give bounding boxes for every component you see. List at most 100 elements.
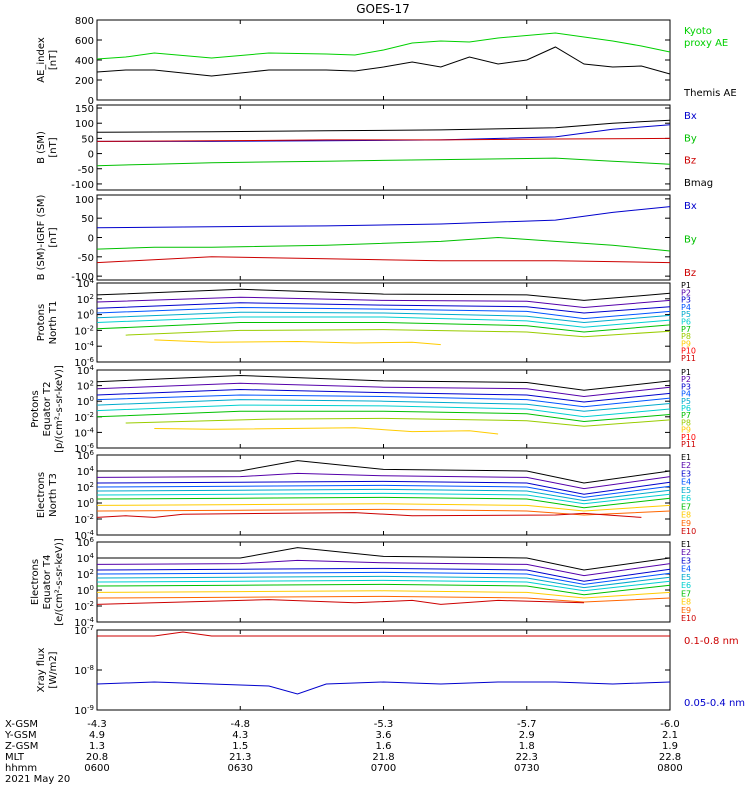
y-axis-label-line: Protons [36,304,47,341]
y-axis-label-line: [e/(cm²-s-sr-keV)] [54,538,65,626]
panel-8: 10-9 10-8 10-7 Xray flux [W/m2] 0.1-0.8 nm 0.0… [36,624,745,717]
x-axis-value: 0700 [371,763,396,774]
legend-P3: P3 [681,296,691,305]
legend-P11: P11 [681,354,696,363]
series-line-Bmag [96,119,671,133]
legend-P7: P7 [681,325,691,334]
series-line-E6 [96,579,671,592]
series-line-P4 [96,306,671,320]
y-tick-label: 10-2 [74,600,94,613]
legend-E9: E9 [681,606,691,615]
series-line-Bx [96,206,671,229]
series-line-P9 [154,427,499,435]
x-axis-value: -6.0 [660,719,680,730]
series-line-E4 [96,571,671,585]
y-tick-label: 10-2 [74,324,94,337]
series-line-E3 [96,567,671,582]
series-line-E10 [96,599,585,605]
series-line-E8 [96,503,671,512]
y-axis-label-line: Electrons [36,472,47,518]
y-axis-label-line: [p/(cm²-s-sr-keV)] [54,365,65,453]
legend-P10: P10 [681,347,696,356]
y-axis-label-line: Electrons [30,559,41,605]
series-line-P9 [154,339,441,346]
legend-P9: P9 [681,426,691,435]
series-line-E5 [96,575,671,589]
legend-Bmag: Bmag [684,178,713,189]
x-axis-value: 0600 [84,763,109,774]
legend-E10: E10 [681,614,696,623]
y-axis-label-line: Protons [30,390,41,427]
legend-E8: E8 [681,511,691,520]
panel-2: -100 -50 0 50 100 150 B (SM) [nT] Bx By Bz Bmag [36,104,713,191]
y-tick-label: 10-4 [74,426,94,439]
legend-E5: E5 [681,573,691,582]
series-line-P5 [96,311,671,324]
series-line-E1 [97,547,671,571]
series-line-P3 [96,302,671,314]
series-line-0.05-0.4 nm [96,681,671,695]
legend-Kyoto: Kyoto [684,26,712,37]
x-axis-value: 0630 [228,763,253,774]
legend-P2: P2 [681,288,691,297]
x-axis-value: 1.6 [376,741,392,752]
y-tick-label: 104 [77,277,95,290]
legend-P1: P1 [681,368,691,377]
y-tick-label: 100 [77,309,94,322]
page-title: GOES-17 [356,2,410,16]
legend-E7: E7 [681,502,691,511]
legend-P5: P5 [681,310,691,319]
legend-E3: E3 [681,469,691,478]
y-tick-label: 50 [81,214,94,225]
y-tick-label: 106 [77,536,95,549]
y-tick-label: 10-8 [74,664,94,677]
series-line-E9 [96,595,671,603]
y-tick-label: 150 [75,104,94,115]
y-tick-label: 10-9 [74,704,94,717]
series-line-By [96,236,671,252]
y-axis-label-line: [W/m2] [48,651,59,688]
series-line-P8 [125,417,671,427]
x-axis-value: -4.8 [230,719,250,730]
legend-P1: P1 [681,281,691,290]
y-tick-label: 100 [77,395,94,408]
y-tick-label: 0 [88,150,94,161]
series-line-E2 [96,559,671,577]
series-line-Bz [96,256,671,264]
y-axis-label-line: North T3 [48,473,59,517]
x-axis-row-label: X-GSM [5,719,38,730]
legend-E9: E9 [681,519,691,528]
y-axis-label-line: AE_index [36,37,47,83]
legend-Bx: Bx [684,201,697,212]
series-line-0.1-0.8 nm [97,631,670,637]
x-axis-value: -5.7 [517,719,537,730]
y-axis-label-line: [nT] [48,227,59,247]
y-tick-label: 104 [77,465,95,478]
y-tick-label: 10-4 [74,340,94,353]
y-tick-label: -50 [78,165,94,176]
y-axis-label-line: B (SM)-IGRF (SM) [36,195,47,281]
series-line-Kyoto proxy AE [96,32,671,60]
legend-P7: P7 [681,411,691,420]
legend-E4: E4 [681,478,691,487]
panel-frame [96,194,671,281]
legend-P4: P4 [681,390,691,399]
legend-P10: P10 [681,433,696,442]
panel-3: -100 -50 0 50 100 B (SM)-IGRF (SM) [nT] Bx By Bz [36,194,697,283]
y-tick-label: 200 [75,76,94,87]
legend-Bx: Bx [684,111,697,122]
x-axis-value: 2.9 [519,730,535,741]
series-line-P6 [96,404,671,418]
y-tick-label: 400 [75,56,94,67]
legend-By: By [684,133,697,144]
x-axis-value: -5.3 [374,719,394,730]
legend-E6: E6 [681,494,691,503]
series-line-P5 [96,399,671,412]
series-line-E8 [96,590,671,599]
y-axis-label-line: Equator T2 [42,382,53,437]
panel-frame [96,104,671,191]
x-axis-value: 22.3 [516,752,538,763]
series-line-P6 [96,316,671,328]
